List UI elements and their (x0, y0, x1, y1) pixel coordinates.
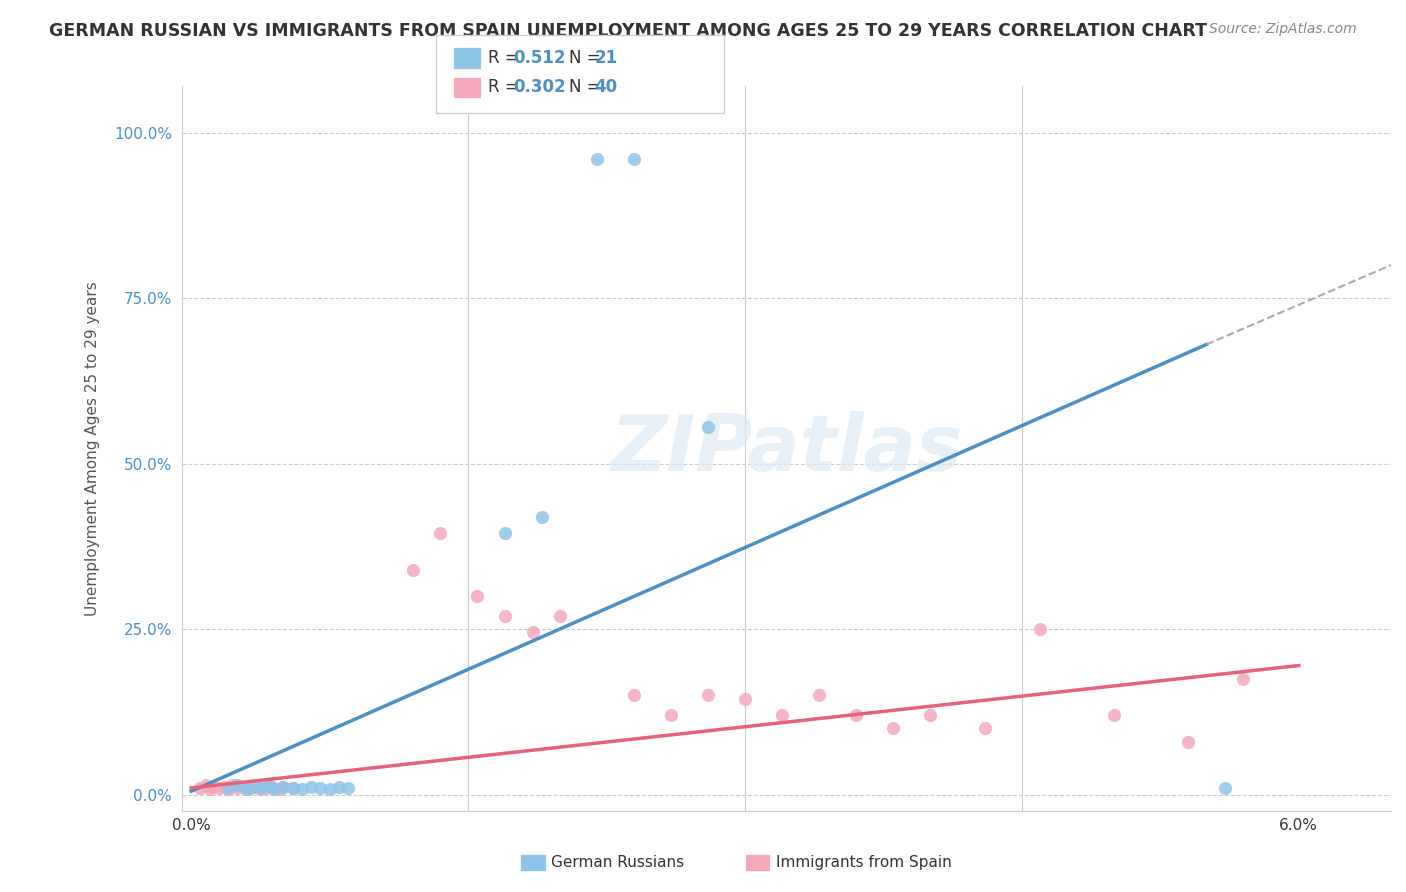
Point (214, 780, 236, 794)
Point (269, 782, 291, 797)
Point (328, 780, 350, 794)
Text: German Russians: German Russians (551, 855, 685, 870)
Point (257, 780, 280, 794)
Point (226, 778, 249, 792)
Text: Source: ZipAtlas.com: Source: ZipAtlas.com (1209, 22, 1357, 37)
Text: 40: 40 (595, 78, 617, 96)
Point (882, 722, 904, 736)
Point (250, 780, 273, 795)
Point (245, 780, 267, 794)
Point (281, 780, 304, 795)
Point (697, 688, 720, 702)
Point (291, 782, 314, 797)
Point (973, 722, 995, 736)
Point (281, 780, 304, 795)
Point (1232, 672, 1254, 686)
Point (401, 562, 423, 576)
Point (263, 780, 285, 795)
Text: R =: R = (488, 78, 524, 96)
Point (522, 625, 544, 640)
Point (235, 782, 257, 797)
Point (239, 780, 262, 795)
Text: 0.302: 0.302 (513, 78, 565, 96)
Point (1029, 622, 1052, 636)
Point (494, 608, 516, 623)
Point (309, 780, 332, 795)
Text: N =: N = (569, 49, 606, 67)
Point (194, 778, 217, 792)
Point (208, 780, 231, 795)
Point (273, 780, 295, 794)
Text: GERMAN RUSSIAN VS IMMIGRANTS FROM SPAIN UNEMPLOYMENT AMONG AGES 25 TO 29 YEARS C: GERMAN RUSSIAN VS IMMIGRANTS FROM SPAIN … (49, 22, 1208, 40)
Point (263, 782, 285, 797)
Point (217, 782, 239, 797)
Point (217, 780, 239, 795)
Point (253, 780, 276, 795)
Point (494, 526, 516, 541)
Point (697, 420, 720, 434)
Point (465, 589, 488, 603)
Point (235, 782, 257, 797)
Point (807, 688, 830, 702)
Point (198, 782, 221, 797)
Y-axis label: Unemployment Among Ages 25 to 29 years: Unemployment Among Ages 25 to 29 years (86, 281, 100, 616)
Point (299, 780, 322, 794)
Text: N =: N = (569, 78, 606, 96)
Point (530, 509, 553, 524)
Point (226, 780, 249, 795)
Point (550, 608, 572, 623)
Text: 0.0%: 0.0% (172, 818, 211, 833)
Point (232, 780, 254, 794)
Point (257, 778, 280, 792)
Point (770, 708, 793, 723)
Point (1213, 780, 1236, 795)
Point (623, 688, 645, 702)
Point (845, 708, 868, 723)
Point (337, 780, 360, 795)
Point (429, 526, 451, 541)
Point (918, 708, 941, 723)
Text: 6.0%: 6.0% (1279, 818, 1319, 833)
Text: 21: 21 (595, 49, 617, 67)
Point (659, 708, 682, 723)
Point (202, 780, 225, 794)
Point (623, 152, 645, 166)
Text: 0.512: 0.512 (513, 49, 565, 67)
Point (734, 691, 756, 706)
Text: ZIPatlas: ZIPatlas (610, 410, 963, 487)
Point (1177, 734, 1199, 748)
Text: Immigrants from Spain: Immigrants from Spain (776, 855, 952, 870)
Point (318, 782, 340, 797)
Point (221, 778, 243, 792)
Point (586, 152, 609, 166)
Point (1102, 708, 1125, 723)
Text: R =: R = (488, 49, 524, 67)
Point (190, 780, 212, 795)
Point (245, 780, 267, 794)
Point (250, 782, 273, 797)
Point (273, 780, 295, 794)
